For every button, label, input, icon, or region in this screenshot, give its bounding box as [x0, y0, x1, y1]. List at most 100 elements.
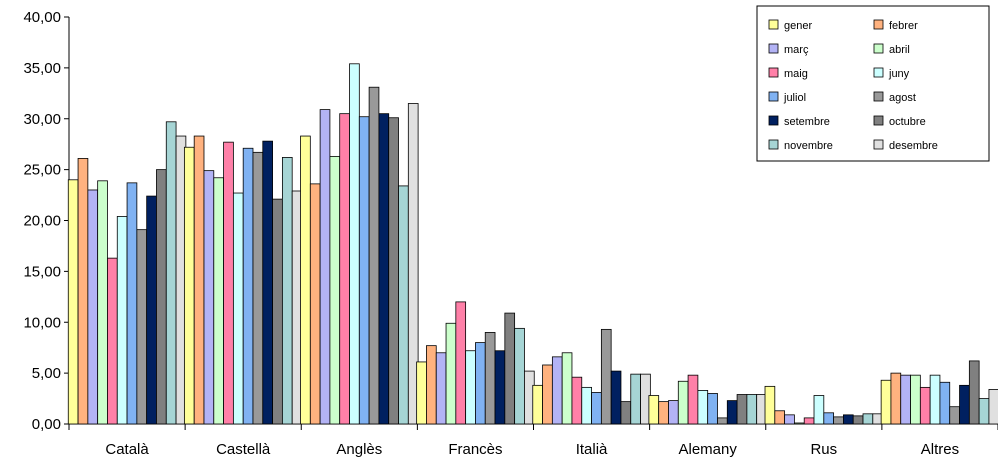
x-category-label: Altres	[921, 441, 959, 458]
bar	[223, 141, 234, 425]
bar	[746, 394, 758, 425]
bar	[929, 374, 941, 425]
bar	[764, 385, 776, 425]
legend-label: març	[784, 44, 809, 56]
bar	[648, 395, 660, 425]
bar	[571, 376, 583, 425]
bar	[542, 364, 553, 425]
legend-box	[756, 5, 990, 162]
bar	[551, 356, 563, 425]
bar	[349, 63, 360, 425]
bar	[388, 117, 399, 425]
bar	[949, 406, 960, 425]
legend-swatch	[873, 139, 884, 150]
bar	[309, 183, 321, 425]
bar	[890, 372, 902, 425]
bar	[107, 257, 118, 425]
bar	[687, 374, 699, 425]
x-category-label: Italià	[576, 441, 608, 458]
bar	[978, 398, 990, 425]
legend-swatch	[768, 43, 779, 54]
y-tick-label: 40,00	[23, 9, 61, 26]
x-category-label: Rus	[810, 441, 837, 458]
bar	[717, 417, 728, 425]
bar	[532, 384, 543, 425]
bar	[319, 109, 331, 425]
legend-swatch	[873, 91, 884, 102]
bar	[407, 103, 419, 425]
x-category-label: Català	[105, 441, 149, 458]
bar	[213, 177, 224, 425]
bar	[900, 374, 911, 425]
bar	[146, 195, 157, 425]
y-tick-label: 20,00	[23, 213, 61, 230]
legend-label: abril	[889, 44, 910, 56]
bar	[988, 389, 998, 425]
bar	[165, 121, 177, 425]
bar	[126, 182, 138, 425]
bar	[668, 400, 679, 425]
bar	[919, 386, 931, 425]
bar	[833, 416, 844, 425]
legend-label: desembre	[889, 140, 938, 152]
bar	[156, 169, 167, 425]
bar	[939, 381, 951, 425]
bar	[658, 401, 669, 425]
bar	[561, 352, 573, 425]
legend-label: setembre	[784, 116, 830, 128]
x-category-label: Alemany	[679, 441, 738, 458]
bar	[398, 185, 409, 425]
legend-label: octubre	[889, 116, 926, 128]
bar	[193, 135, 205, 425]
legend-swatch	[768, 115, 779, 126]
bar	[300, 135, 311, 425]
legend-swatch	[873, 115, 884, 126]
bar	[794, 422, 805, 425]
bar	[77, 158, 89, 425]
bar	[455, 301, 467, 425]
bar	[67, 179, 79, 425]
bar	[484, 332, 496, 425]
bar	[591, 392, 602, 425]
bar	[272, 198, 283, 425]
bar	[358, 116, 370, 425]
bar	[232, 192, 244, 425]
bar	[252, 151, 264, 425]
x-category-label: Francès	[448, 441, 502, 458]
y-tick-label: 10,00	[23, 314, 61, 331]
legend-swatch	[873, 19, 884, 30]
legend-swatch	[768, 91, 779, 102]
bar	[329, 155, 341, 425]
bar	[426, 345, 437, 425]
bar	[465, 350, 476, 425]
bar	[494, 350, 506, 425]
y-tick-label: 5,00	[32, 365, 61, 382]
legend-label: maig	[784, 68, 808, 80]
y-tick-label: 35,00	[23, 60, 61, 77]
bar	[813, 395, 825, 425]
bar	[87, 189, 99, 425]
bar	[203, 170, 215, 425]
bar	[697, 390, 709, 425]
legend-label: juliol	[783, 92, 806, 104]
legend-swatch	[873, 67, 884, 78]
bar	[880, 379, 892, 425]
bar	[136, 229, 148, 425]
y-tick-label: 15,00	[23, 263, 61, 280]
bar	[242, 147, 254, 425]
y-tick-label: 25,00	[23, 162, 61, 179]
legend-swatch	[768, 139, 779, 150]
bar	[504, 312, 516, 425]
bar	[959, 384, 970, 425]
bar	[910, 374, 921, 425]
bar	[823, 412, 835, 425]
bar	[630, 373, 641, 425]
y-axis-ticks: 0,00 5,00 10,00 15,00 20,00 25,00 30,00 35,00 40…	[23, 9, 69, 433]
legend-swatch	[873, 43, 884, 54]
bar	[736, 394, 748, 425]
bar	[677, 380, 689, 425]
y-tick-label: 0,00	[32, 416, 61, 433]
bar	[784, 414, 795, 425]
bar	[774, 410, 786, 425]
bar	[435, 352, 447, 425]
